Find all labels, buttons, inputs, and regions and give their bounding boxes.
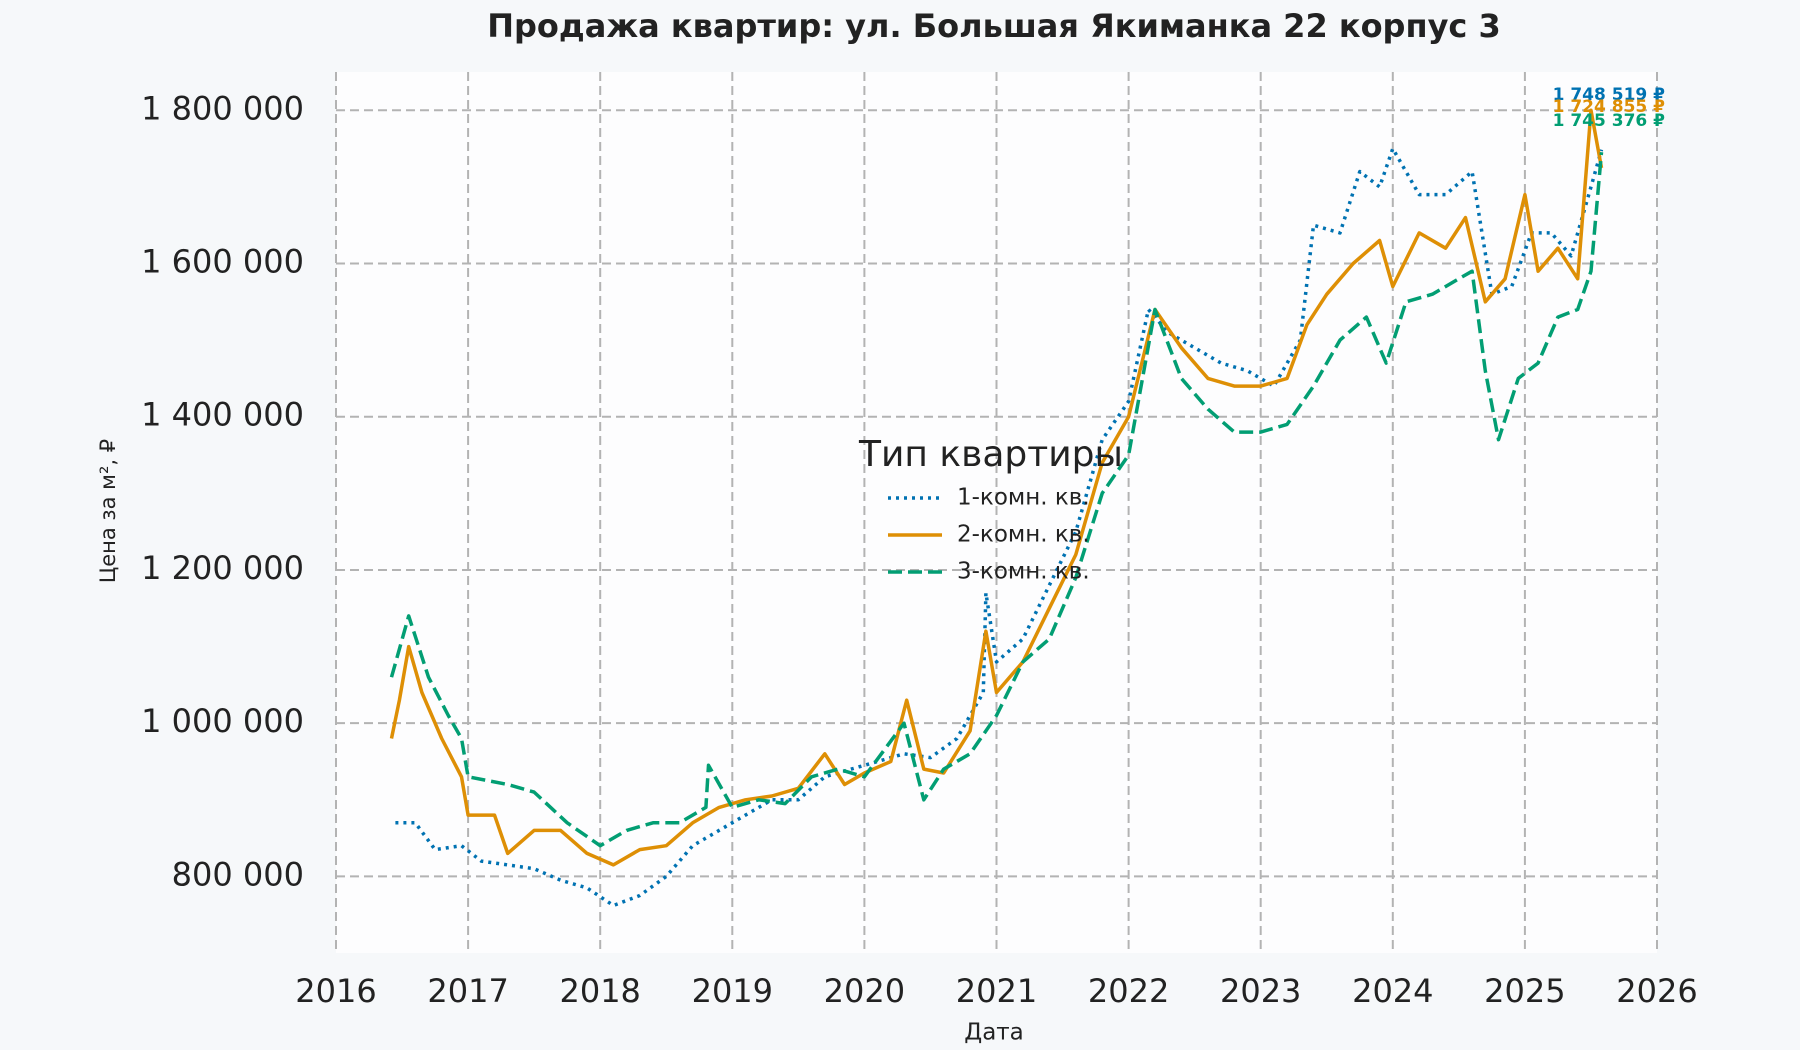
y-tick-label: 1 400 000: [141, 396, 304, 434]
y-axis-label: Цена за м², ₽: [96, 439, 120, 583]
x-axis-label: Дата: [964, 1020, 1024, 1046]
x-tick-label: 2022: [1088, 972, 1169, 1010]
y-tick-label: 1 200 000: [141, 549, 304, 587]
x-tick-label: 2025: [1484, 972, 1565, 1010]
legend-label: 3-комн. кв.: [957, 559, 1090, 585]
value-label: 1 724 855 ₽: [1553, 97, 1666, 117]
x-tick-label: 2017: [427, 972, 508, 1010]
chart-title: Продажа квартир: ул. Большая Якиманка 22…: [487, 7, 1501, 45]
x-tick-label: 2019: [692, 972, 773, 1010]
x-tick-label: 2026: [1616, 972, 1697, 1010]
y-tick-label: 800 000: [172, 855, 304, 893]
series-line: [389, 108, 1604, 867]
x-tick-label: 2020: [824, 972, 905, 1010]
legend-label: 1-комн. кв.: [957, 485, 1090, 511]
series-line: [389, 152, 1604, 848]
y-tick-label: 1 000 000: [141, 702, 304, 740]
x-tick-label: 2024: [1352, 972, 1433, 1010]
value-label: 1 745 376 ₽: [1553, 111, 1666, 131]
legend-label: 2-комн. кв.: [957, 522, 1090, 548]
x-tick-label: 2023: [1220, 972, 1301, 1010]
y-tick-label: 1 800 000: [141, 89, 304, 127]
series-line: [395, 146, 1604, 908]
legend-title: Тип квартиры: [858, 434, 1123, 475]
x-tick-label: 2016: [295, 972, 376, 1010]
value-label: 1 748 519 ₽: [1553, 85, 1666, 105]
y-tick-label: 1 600 000: [141, 243, 304, 281]
x-tick-label: 2021: [956, 972, 1037, 1010]
x-tick-label: 2018: [559, 972, 640, 1010]
